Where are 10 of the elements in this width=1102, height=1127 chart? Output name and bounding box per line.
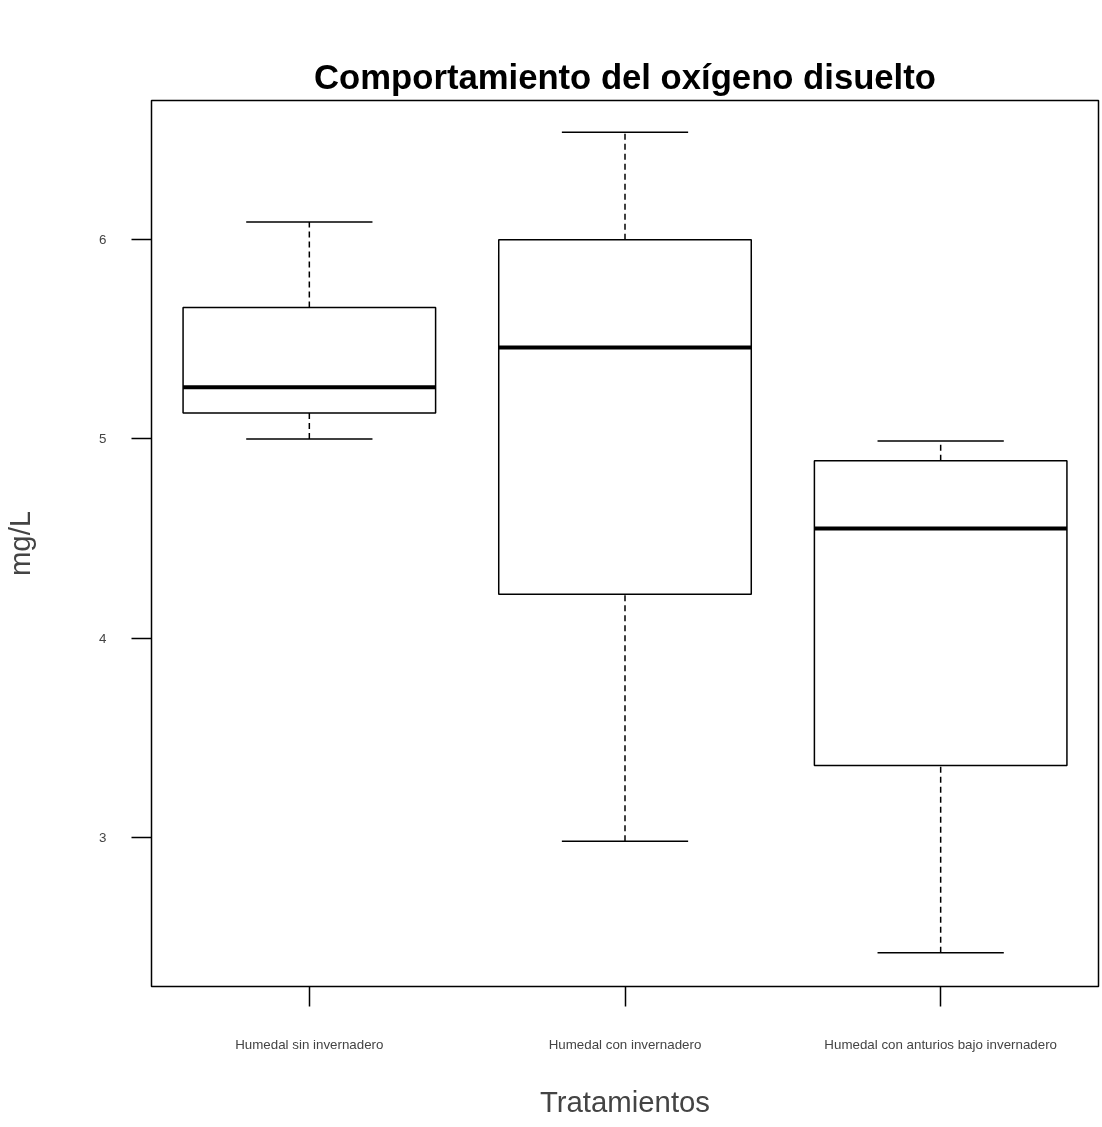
y-tick-label: 4 (99, 630, 108, 646)
x-tick-label: Humedal sin invernadero (235, 1036, 384, 1052)
y-tick-label: 5 (99, 431, 107, 447)
x-axis-title: Tratamientos (539, 1084, 711, 1118)
y-tick-label: 6 (99, 232, 107, 248)
chart-title: Comportamiento del oxígeno disuelto (314, 57, 936, 96)
y-tick-label: 3 (99, 829, 107, 845)
y-axis-title: mg/L (3, 510, 37, 577)
x-tick-label: Humedal con anturios bajo invernadero (824, 1036, 1057, 1052)
x-tick-label: Humedal con invernadero (548, 1036, 702, 1052)
